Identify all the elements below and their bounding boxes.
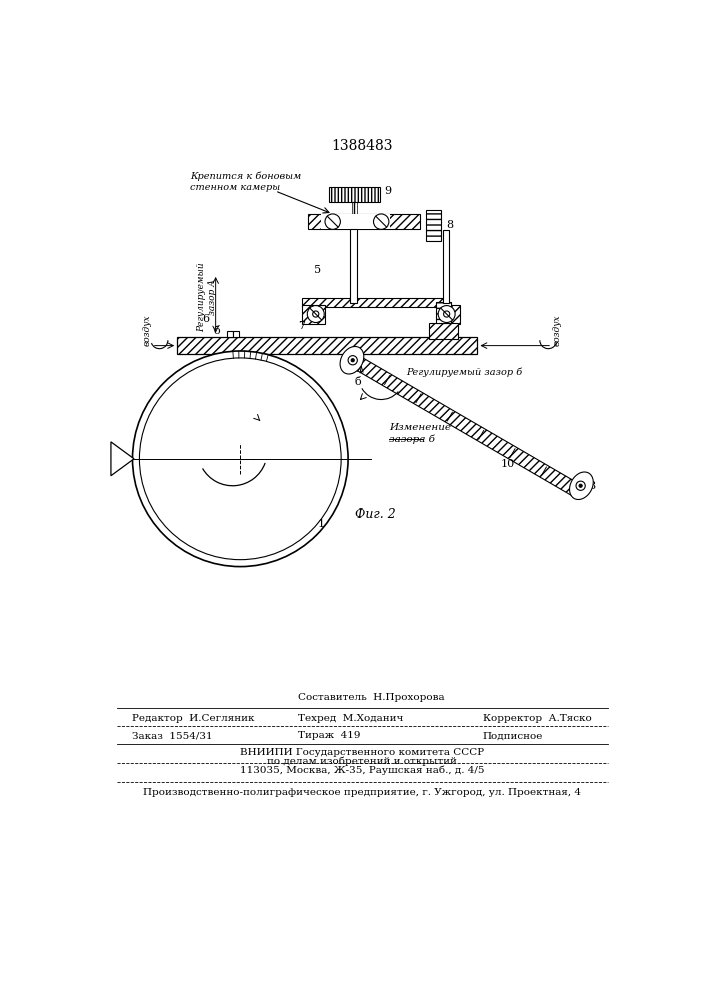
Text: 1: 1 xyxy=(317,519,325,529)
Bar xyxy=(329,187,380,202)
Text: воздух: воздух xyxy=(553,314,562,346)
Circle shape xyxy=(139,358,341,560)
Circle shape xyxy=(351,359,354,362)
Text: Составитель  Н.Прохорова: Составитель Н.Прохорова xyxy=(298,693,445,702)
Ellipse shape xyxy=(570,472,593,500)
Text: 113035, Москва, Ж-35, Раушская наб., д. 4/5: 113035, Москва, Ж-35, Раушская наб., д. … xyxy=(240,766,484,775)
Text: Техред  М.Ходанич: Техред М.Ходанич xyxy=(298,714,404,723)
Text: Подписное: Подписное xyxy=(483,732,543,740)
Text: 8: 8 xyxy=(588,481,595,491)
Bar xyxy=(302,298,448,307)
Polygon shape xyxy=(111,442,134,476)
Bar xyxy=(437,305,460,324)
Text: воздух: воздух xyxy=(143,314,151,346)
Circle shape xyxy=(438,306,455,323)
Bar xyxy=(302,305,325,324)
Bar xyxy=(177,337,477,354)
Text: б: б xyxy=(355,377,361,387)
Text: 8: 8 xyxy=(446,220,453,230)
Text: по делам изобретений и открытий: по делам изобретений и открытий xyxy=(267,757,457,766)
Text: 6: 6 xyxy=(202,314,209,324)
Circle shape xyxy=(443,311,450,317)
Text: Производственно-полиграфическое предприятие, г. Ужгород, ул. Проектная, 4: Производственно-полиграфическое предприя… xyxy=(143,788,581,797)
Circle shape xyxy=(348,356,357,365)
Text: Крепится к боновым
стенном камеры: Крепится к боновым стенном камеры xyxy=(190,171,301,192)
Text: 7: 7 xyxy=(298,321,305,331)
Bar xyxy=(227,331,233,337)
Text: 10: 10 xyxy=(501,459,515,469)
Bar xyxy=(308,214,420,229)
Text: Регулируемый
зазор А: Регулируемый зазор А xyxy=(197,262,217,332)
Text: 5: 5 xyxy=(314,265,321,275)
Bar xyxy=(436,302,451,323)
Bar xyxy=(321,214,390,229)
Circle shape xyxy=(325,214,340,229)
Polygon shape xyxy=(352,356,579,496)
Bar xyxy=(426,210,441,241)
Text: Регулируемый зазор б: Регулируемый зазор б xyxy=(406,367,522,377)
Circle shape xyxy=(312,311,319,317)
Text: ВНИИПИ Государственного комитета СССР: ВНИИПИ Государственного комитета СССР xyxy=(240,748,484,757)
Text: Изменение
зазора б: Изменение зазора б xyxy=(389,423,451,444)
Text: Редактор  И.Сегляник: Редактор И.Сегляник xyxy=(132,714,255,723)
Text: Фиг. 2: Фиг. 2 xyxy=(355,508,395,521)
Text: Заказ  1554/31: Заказ 1554/31 xyxy=(132,732,213,740)
Circle shape xyxy=(579,484,582,487)
Text: Тираж  419: Тираж 419 xyxy=(298,732,361,740)
Bar xyxy=(351,229,356,303)
Circle shape xyxy=(373,214,389,229)
Circle shape xyxy=(576,481,585,490)
Bar xyxy=(233,331,239,337)
Text: Корректор  А.Тяско: Корректор А.Тяско xyxy=(483,714,592,723)
Circle shape xyxy=(132,351,348,567)
Bar xyxy=(429,323,458,339)
Circle shape xyxy=(308,306,325,323)
Text: 9: 9 xyxy=(385,186,392,196)
Ellipse shape xyxy=(340,346,364,374)
Text: 1388483: 1388483 xyxy=(331,139,392,153)
Text: б: б xyxy=(214,326,221,336)
Bar xyxy=(443,230,449,303)
